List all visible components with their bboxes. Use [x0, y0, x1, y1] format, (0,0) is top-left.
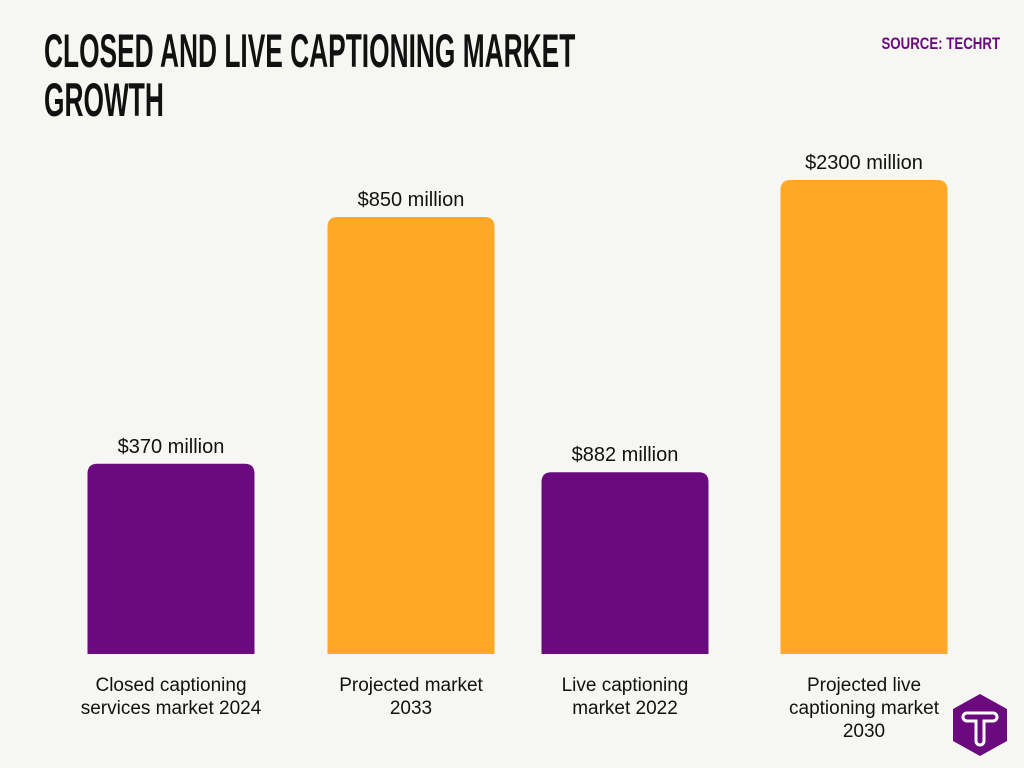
data-label: $370 million: [118, 436, 225, 458]
source-label: SOURCE: TECHRT: [881, 34, 1000, 53]
category-label: 2033: [390, 698, 432, 719]
category-label: captioning market: [789, 698, 940, 719]
chart-title: CLOSED AND LIVE CAPTIONING MARKET GROWTH: [44, 26, 575, 124]
data-label: $2300 million: [805, 152, 923, 174]
data-label: $850 million: [358, 189, 465, 211]
category-label: Live captioning: [562, 675, 689, 696]
bar: [87, 463, 255, 654]
data-label: $882 million: [572, 444, 679, 466]
category-label: Projected live: [807, 675, 921, 696]
category-label: Closed captioning: [95, 675, 246, 696]
category-label: Projected market: [339, 675, 483, 696]
bar: [541, 472, 709, 654]
chart-title-line-1: CLOSED AND LIVE CAPTIONING MARKET: [44, 24, 576, 77]
techrt-logo-icon: [953, 694, 1007, 756]
category-label: market 2022: [572, 698, 678, 719]
bar: [780, 180, 948, 654]
category-label: 2030: [843, 721, 885, 742]
category-label: services market 2024: [81, 698, 262, 719]
chart-title-line-2: GROWTH: [44, 73, 164, 126]
bar: [327, 217, 495, 654]
